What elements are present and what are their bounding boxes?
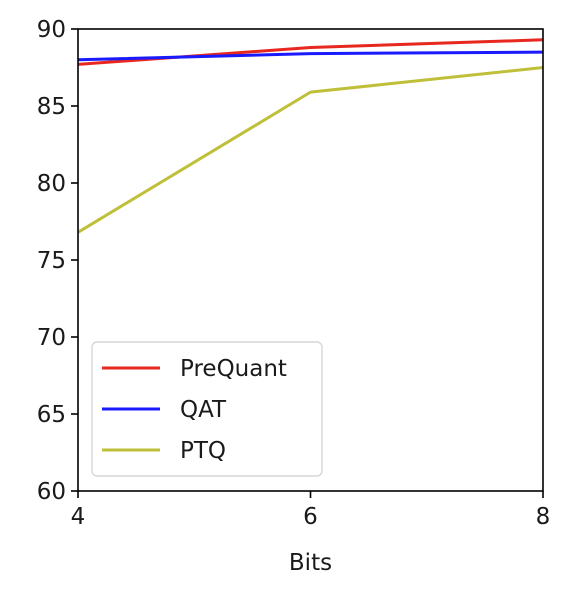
y-tick-label: 60 <box>37 479 66 505</box>
legend-label-ptq: PTQ <box>180 438 226 464</box>
axes: 60 65 70 75 80 85 90 4 6 8 <box>37 17 551 530</box>
series-line-qat <box>77 50 544 62</box>
y-tick-label: 65 <box>37 402 66 428</box>
x-tick-label: 4 <box>71 504 86 530</box>
x-tick-label: 8 <box>536 504 551 530</box>
y-tick-label: 70 <box>37 325 66 351</box>
x-tick-label: 6 <box>303 504 318 530</box>
y-tick-label: 85 <box>37 94 66 120</box>
plot-area <box>77 38 544 234</box>
legend: PreQuant QAT PTQ <box>91 341 323 477</box>
series-line-ptq <box>77 66 544 234</box>
y-tick-label: 75 <box>37 248 66 274</box>
legend-label-qat: QAT <box>180 397 227 423</box>
y-tick-label: 90 <box>37 17 66 43</box>
legend-label-prequant: PreQuant <box>180 356 287 382</box>
y-tick-label: 80 <box>37 171 66 197</box>
x-axis-label: Bits <box>289 550 332 576</box>
legend-box <box>91 341 323 477</box>
